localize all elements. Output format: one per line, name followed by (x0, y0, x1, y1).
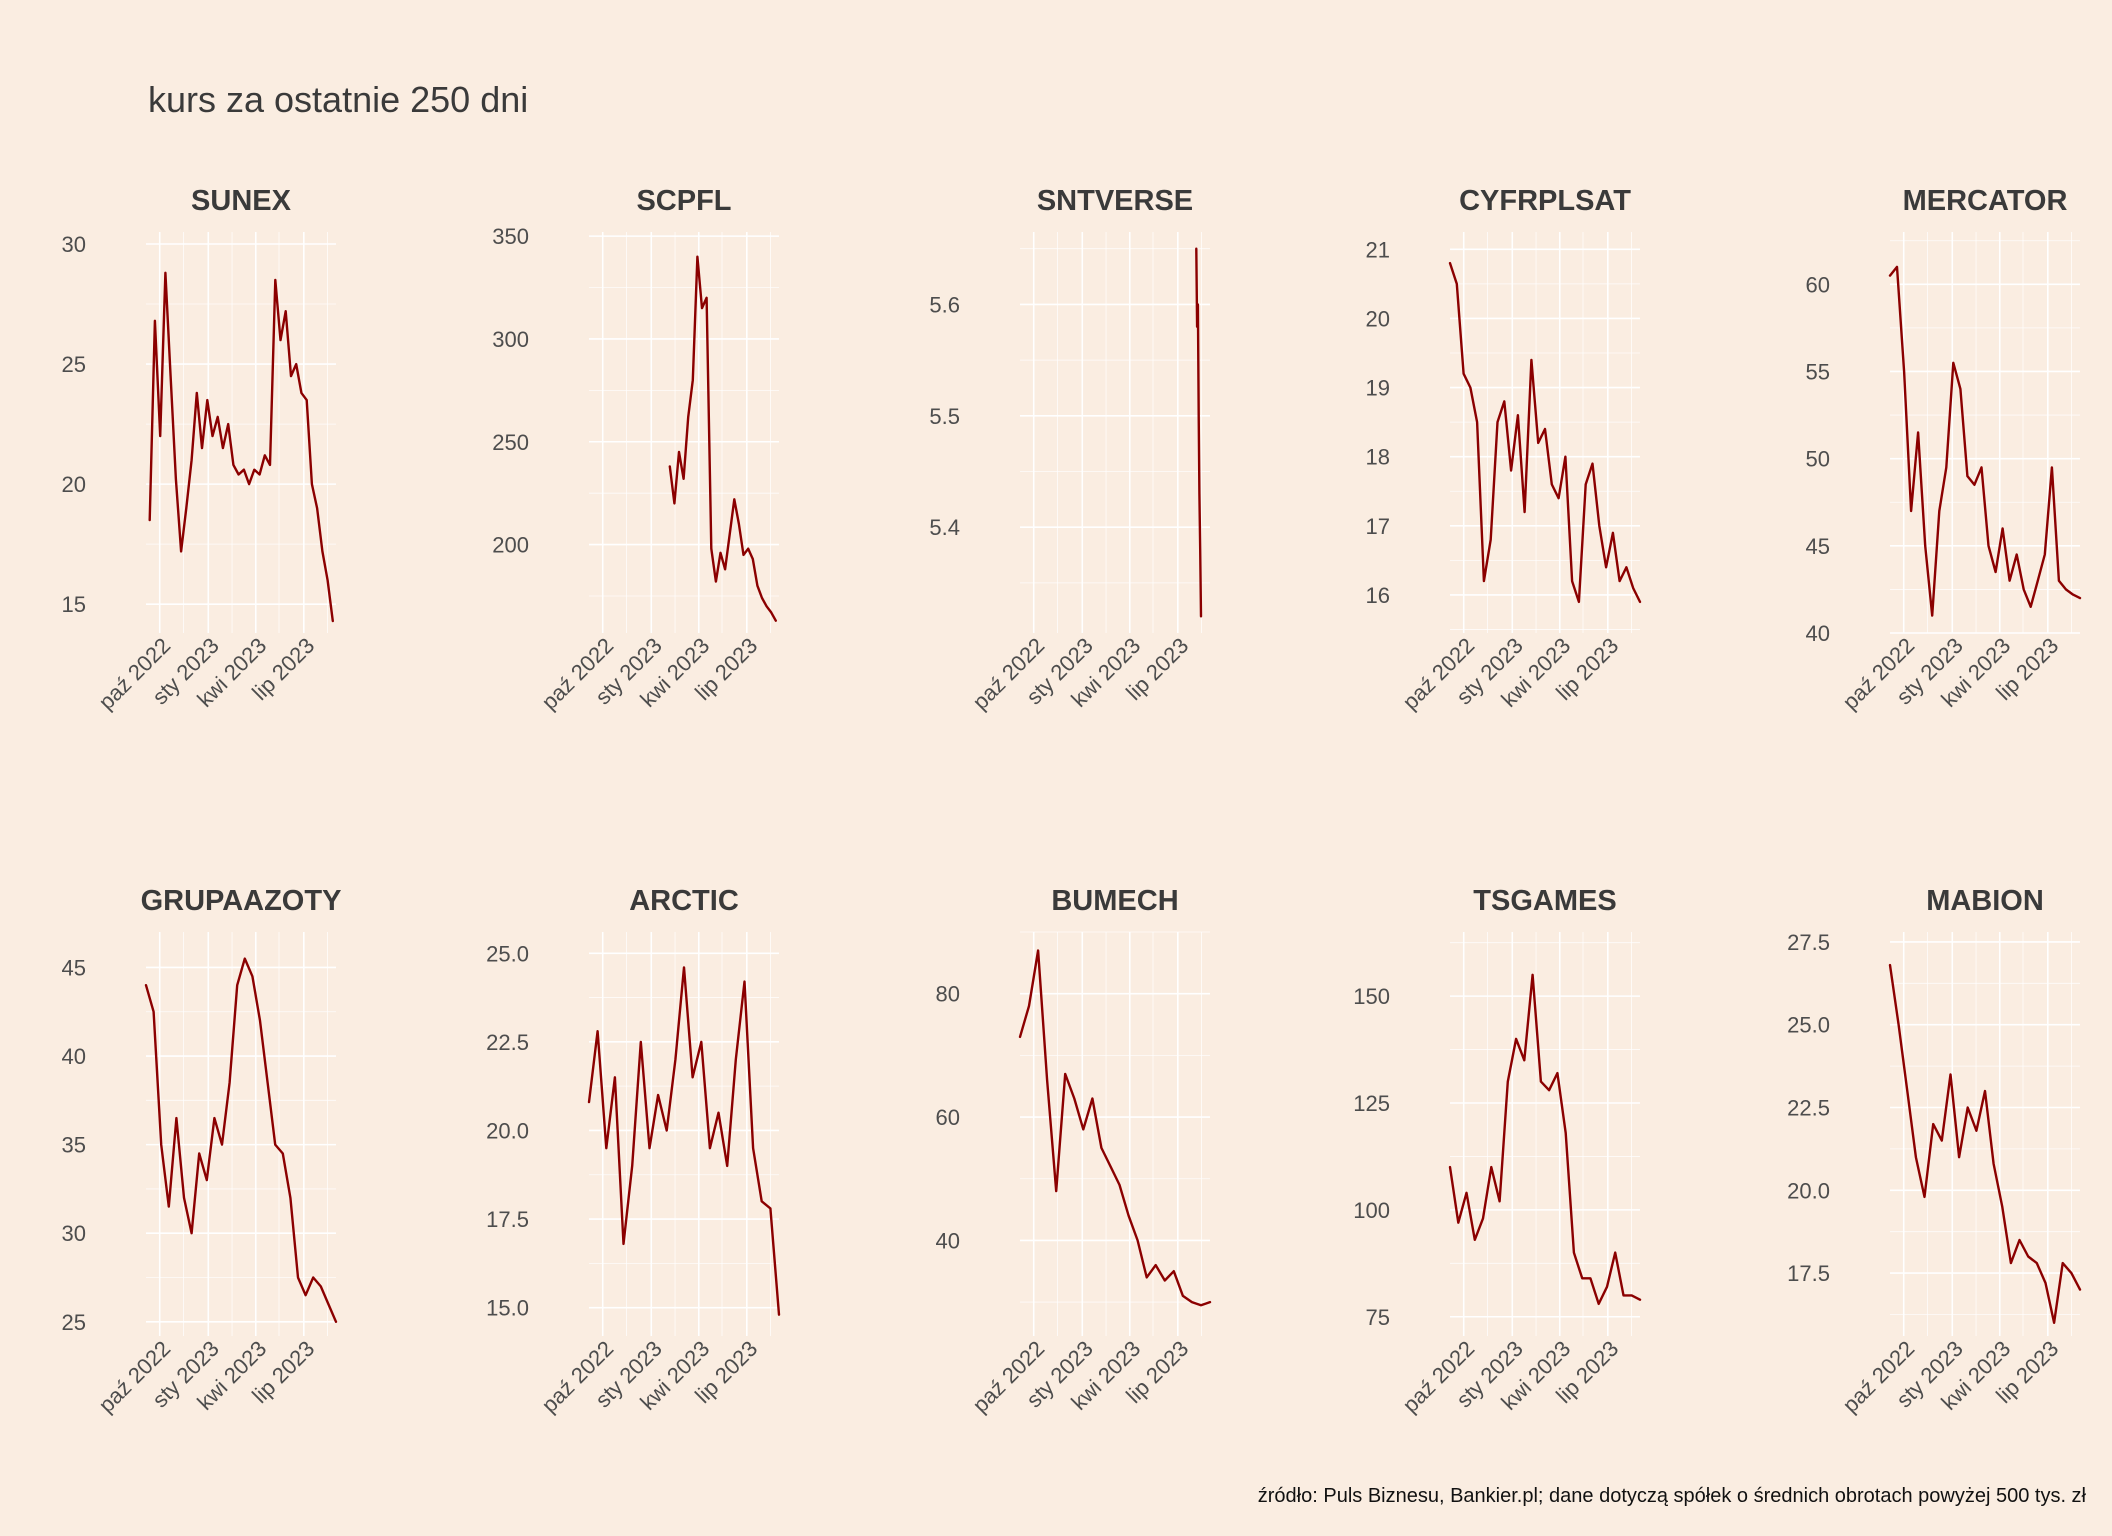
y-tick-label: 55 (1806, 359, 1830, 384)
facet-title: SNTVERSE (1037, 185, 1193, 217)
y-tick-label: 80 (936, 982, 960, 1007)
y-tick-label: 30 (62, 1221, 86, 1246)
y-tick-label: 25.0 (486, 941, 529, 966)
price-series-line (148, 271, 334, 623)
y-tick-label: 27.5 (1787, 930, 1830, 955)
y-tick-label: 125 (1353, 1091, 1390, 1116)
y-tick-label: 20.0 (486, 1118, 529, 1143)
y-tick-label: 300 (492, 327, 529, 352)
price-series-line (668, 255, 777, 622)
facet-title: MABION (1926, 885, 2044, 917)
y-tick-label: 15.0 (486, 1296, 529, 1321)
y-tick-label: 20 (1366, 306, 1390, 331)
y-tick-label: 20 (62, 472, 86, 497)
y-tick-label: 5.6 (929, 292, 960, 317)
y-tick-label: 18 (1366, 445, 1390, 470)
y-tick-label: 30 (62, 232, 86, 257)
y-tick-label: 25.0 (1787, 1013, 1830, 1038)
y-tick-label: 45 (1806, 534, 1830, 559)
facet-title: GRUPAAZOTY (141, 885, 342, 917)
y-tick-label: 350 (492, 224, 529, 249)
price-series-line (1018, 949, 1212, 1307)
y-tick-label: 60 (1806, 272, 1830, 297)
chart-caption: źródło: Puls Biznesu, Bankier.pl; dane d… (1258, 1485, 2087, 1507)
y-tick-label: 19 (1366, 376, 1390, 401)
y-tick-label: 60 (936, 1105, 960, 1130)
y-tick-label: 40 (1806, 621, 1830, 646)
y-tick-label: 40 (936, 1228, 960, 1253)
y-tick-label: 40 (62, 1044, 86, 1069)
y-tick-label: 35 (62, 1133, 86, 1158)
y-tick-label: 17 (1366, 514, 1390, 539)
y-tick-label: 45 (62, 955, 86, 980)
facet-title: CYFRPLSAT (1459, 185, 1631, 217)
y-tick-label: 250 (492, 430, 529, 455)
y-tick-label: 25 (62, 352, 86, 377)
y-tick-label: 22.5 (486, 1030, 529, 1055)
y-tick-label: 17.5 (486, 1207, 529, 1232)
y-tick-label: 15 (62, 592, 86, 617)
y-tick-label: 22.5 (1787, 1096, 1830, 1121)
price-series-line (1195, 247, 1203, 618)
y-tick-label: 75 (1366, 1305, 1390, 1330)
y-tick-label: 100 (1353, 1198, 1390, 1223)
price-series-line (587, 966, 781, 1316)
y-tick-label: 5.4 (929, 515, 960, 540)
y-tick-label: 25 (62, 1310, 86, 1335)
price-series-line (1888, 963, 2082, 1325)
facet-title: ARCTIC (629, 885, 739, 917)
facet-title: TSGAMES (1473, 885, 1616, 917)
facet-title: SCPFL (636, 185, 731, 217)
y-tick-label: 5.5 (929, 404, 960, 429)
y-tick-label: 150 (1353, 984, 1390, 1009)
price-series-line (1448, 973, 1642, 1306)
y-tick-label: 17.5 (1787, 1261, 1830, 1286)
facet-title: SUNEX (191, 185, 292, 217)
y-tick-label: 200 (492, 533, 529, 558)
price-series-line (1448, 261, 1642, 604)
facet-title: MERCATOR (1903, 185, 2068, 217)
y-tick-label: 50 (1806, 447, 1830, 472)
y-tick-label: 20.0 (1787, 1178, 1830, 1203)
y-tick-label: 16 (1366, 583, 1390, 608)
facet-title: BUMECH (1051, 885, 1178, 917)
chart-title: kurs za ostatnie 250 dni (148, 79, 528, 120)
y-tick-label: 21 (1366, 237, 1390, 262)
price-series-line (144, 957, 338, 1324)
price-series-line (1888, 265, 2082, 617)
